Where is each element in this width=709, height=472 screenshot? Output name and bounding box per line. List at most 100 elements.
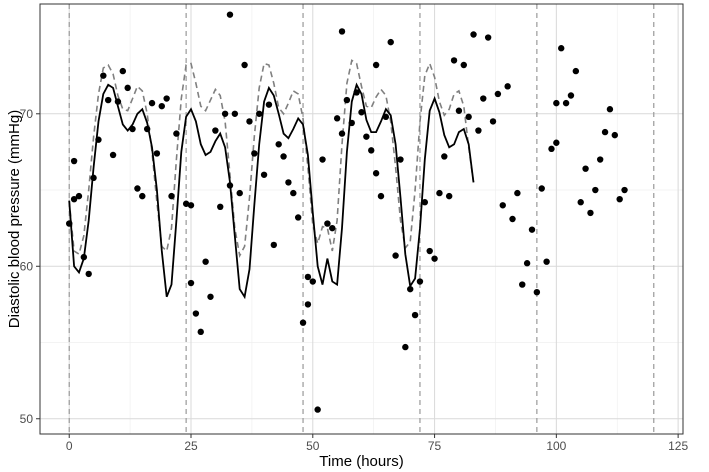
- data-point: [431, 255, 438, 262]
- dashed-line-path: [68, 59, 475, 259]
- data-point: [280, 153, 287, 160]
- x-tick-label: 50: [306, 439, 320, 453]
- x-tick-label: 75: [428, 439, 442, 453]
- data-point: [90, 174, 97, 182]
- data-point: [143, 125, 151, 133]
- data-point: [85, 270, 92, 278]
- solid-line-series: [68, 82, 475, 300]
- data-point: [207, 293, 214, 300]
- data-point: [114, 98, 122, 105]
- data-point: [338, 130, 346, 137]
- data-point: [592, 186, 599, 194]
- data-point: [80, 253, 88, 261]
- data-point: [95, 136, 102, 143]
- data-point: [329, 224, 336, 232]
- data-point: [489, 118, 497, 125]
- data-point: [523, 260, 531, 267]
- y-axis-ticks: 50 60 70: [20, 107, 40, 426]
- data-point: [70, 195, 78, 203]
- data-point: [548, 145, 555, 153]
- data-point: [582, 165, 589, 172]
- data-point: [158, 102, 165, 110]
- data-point: [387, 38, 394, 46]
- data-point: [577, 199, 584, 206]
- data-point: [407, 285, 414, 293]
- data-point: [377, 192, 385, 200]
- data-point: [504, 83, 511, 90]
- data-point: [363, 133, 370, 140]
- data-point: [285, 179, 292, 186]
- data-point: [411, 311, 419, 319]
- data-point: [256, 110, 263, 117]
- data-point: [294, 214, 302, 221]
- data-point: [484, 34, 492, 41]
- data-point: [397, 156, 404, 163]
- data-point: [290, 189, 297, 197]
- data-point: [270, 241, 278, 249]
- data-point: [465, 113, 472, 121]
- data-point: [202, 258, 209, 265]
- data-point: [470, 31, 477, 38]
- y-tick-label: 60: [20, 259, 34, 273]
- data-point: [265, 101, 273, 108]
- data-point: [392, 252, 399, 259]
- data-point: [187, 202, 195, 209]
- panel-border: [39, 3, 684, 435]
- data-point: [426, 247, 433, 255]
- data-point: [319, 156, 326, 163]
- data-point: [304, 301, 312, 308]
- solid-line-path: [68, 82, 475, 300]
- data-point: [514, 189, 521, 197]
- x-tick-label: 0: [66, 439, 73, 453]
- data-point: [528, 226, 536, 233]
- data-point: [601, 128, 609, 136]
- data-point: [460, 61, 467, 69]
- data-point: [372, 170, 380, 177]
- x-axis-ticks: 0 25 50 75 100 125: [66, 434, 688, 453]
- data-point: [66, 220, 73, 227]
- data-point: [441, 153, 448, 160]
- data-point: [543, 258, 550, 265]
- data-point: [70, 157, 78, 165]
- x-tick-label: 25: [184, 439, 198, 453]
- data-point: [241, 61, 248, 69]
- y-axis-title: Diastolic blood pressure (mmHg): [6, 110, 23, 328]
- dashed-line-series: [68, 59, 475, 259]
- data-point: [109, 151, 117, 159]
- data-point: [139, 192, 146, 200]
- data-point: [275, 141, 282, 148]
- data-point: [538, 185, 545, 192]
- data-point: [475, 127, 482, 134]
- data-point: [372, 61, 380, 69]
- data-point: [217, 203, 224, 211]
- data-point: [616, 195, 623, 203]
- data-point: [187, 279, 195, 287]
- data-point: [567, 92, 575, 99]
- data-point: [421, 199, 429, 206]
- data-point: [192, 310, 200, 317]
- data-point: [333, 115, 341, 122]
- data-point: [562, 99, 570, 107]
- data-point: [148, 99, 156, 107]
- data-point: [480, 95, 487, 102]
- data-point: [163, 95, 170, 102]
- data-point: [343, 96, 351, 104]
- data-point: [494, 90, 502, 98]
- data-point: [182, 200, 190, 207]
- data-point: [358, 109, 365, 116]
- data-point: [553, 139, 560, 146]
- data-point: [197, 328, 204, 336]
- data-point: [309, 278, 316, 285]
- data-point: [353, 89, 360, 96]
- data-point: [104, 96, 112, 104]
- data-point: [606, 106, 614, 113]
- data-point: [445, 192, 453, 200]
- data-point: [572, 67, 580, 75]
- data-point: [246, 118, 253, 125]
- data-point: [338, 28, 346, 35]
- data-point: [260, 171, 268, 178]
- data-point: [314, 406, 321, 413]
- data-point: [129, 125, 136, 133]
